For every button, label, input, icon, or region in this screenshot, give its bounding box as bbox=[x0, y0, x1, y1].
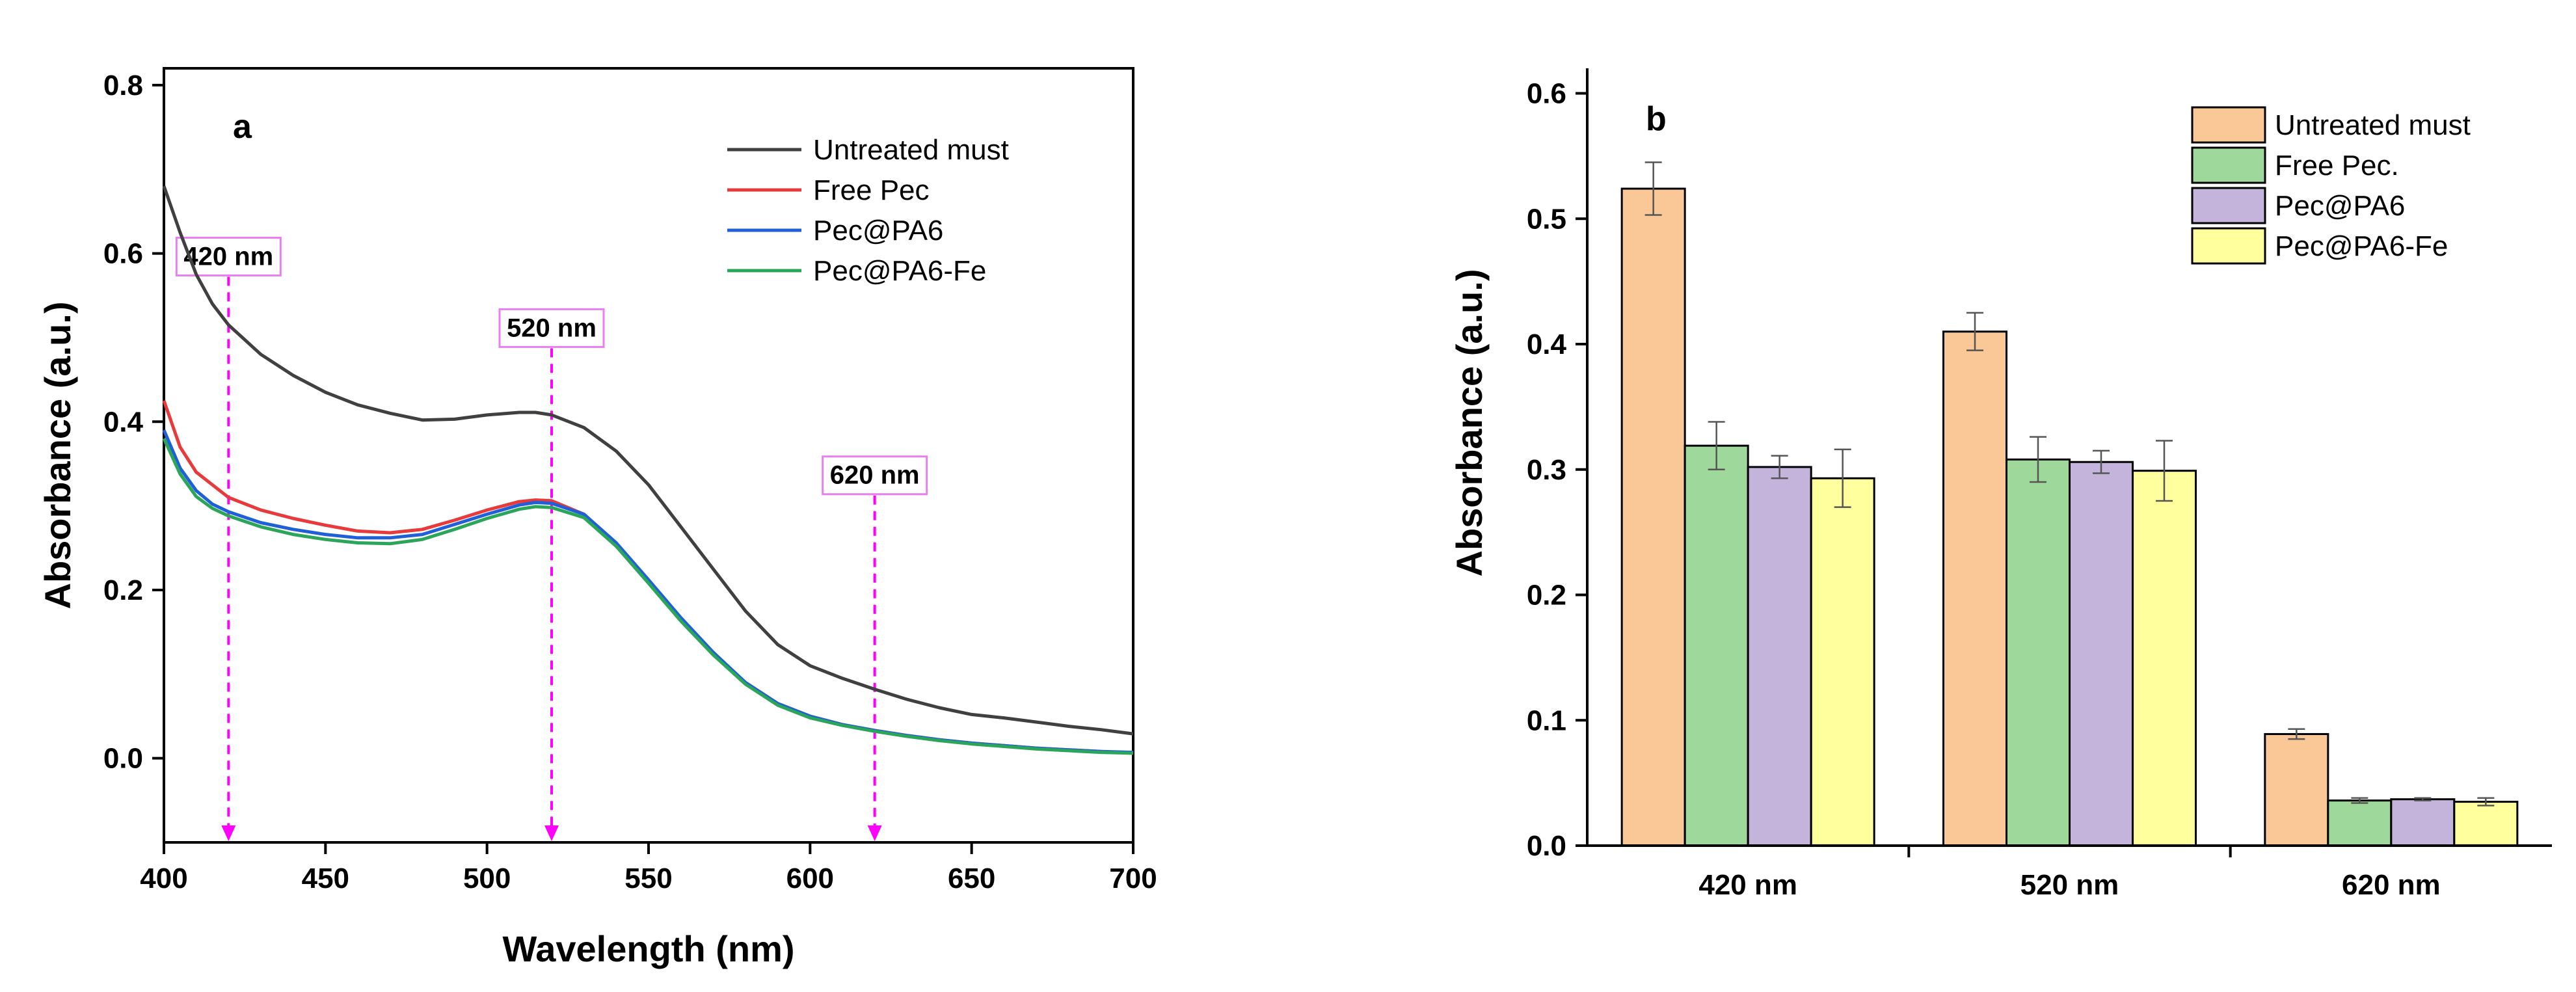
panel-b-y-tick-label: 0.0 bbox=[1527, 830, 1566, 862]
panel-b-legend: Untreated must Free Pec. Pec@PA6 Pec@PA6-Fe bbox=[2191, 106, 2471, 265]
annotation-arrowhead-icon bbox=[221, 825, 236, 841]
bar-pec-pa6-0 bbox=[1747, 466, 1812, 847]
panel-b-y-tick-label: 0.6 bbox=[1527, 78, 1566, 110]
panel-a-y-tick-label: 0.6 bbox=[103, 238, 143, 270]
series-line-pec-pa6 bbox=[162, 429, 1134, 755]
legend-label: Pec@PA6 bbox=[813, 215, 943, 247]
bar-pec-pa6-1 bbox=[2069, 461, 2134, 847]
panel-b-y-tick-label: 0.5 bbox=[1527, 203, 1566, 235]
panel-a-x-tick-label: 600 bbox=[786, 863, 834, 894]
series-line-pec-pa6-fe bbox=[162, 438, 1134, 755]
panel-a-series bbox=[162, 185, 1134, 755]
panel-a-y-tick-label: 0.8 bbox=[103, 70, 143, 101]
legend-label: Untreated must bbox=[813, 134, 1009, 166]
annotation-label: 420 nm bbox=[183, 242, 273, 271]
legend-label: Pec@PA6-Fe bbox=[813, 255, 986, 287]
legend-label: Pec@PA6-Fe bbox=[2275, 230, 2448, 262]
panel-b-y-tick-label: 0.4 bbox=[1527, 328, 1567, 360]
panel-a-legend: Untreated must Free Pec Pec@PA6 Pec@PA6-Fe bbox=[727, 134, 1009, 287]
panel-b-ticks: 0.0 0.1 0.2 0.3 0.4 0.5 0.6 420 nm 520 nm 620 nm bbox=[1527, 78, 2441, 901]
panel-a-y-tick-label: 0.2 bbox=[103, 574, 143, 606]
panel-a-y-tick-label: 0.0 bbox=[103, 743, 143, 775]
panel-a-ticks: 400 450 500 550 600 650 700 0.0 0.2 0.4 0.6 0.8 bbox=[103, 70, 1157, 894]
panel-a-line-chart: 400 450 500 550 600 650 700 0.0 0.2 0.4 0.6 0.8 420… bbox=[37, 67, 1157, 969]
legend-label: Free Pec. bbox=[2275, 150, 2399, 181]
legend-label: Pec@PA6 bbox=[2275, 190, 2405, 222]
panel-a-annotations: 420 nm 520 nm 620 nm bbox=[175, 236, 928, 841]
annotation-label-box bbox=[498, 308, 605, 348]
bar-free-pec--1 bbox=[2006, 458, 2071, 847]
legend-label: Untreated must bbox=[2275, 109, 2471, 141]
panel-b-bars bbox=[1620, 161, 2519, 847]
panel-a-x-tick-label: 700 bbox=[1109, 863, 1157, 894]
panel-b-y-tick-label: 0.2 bbox=[1527, 580, 1566, 611]
annotation-label: 620 nm bbox=[830, 461, 920, 490]
panel-a-x-axis-title: Wavelength (nm) bbox=[502, 928, 794, 969]
bar-pec-pa6-fe-1 bbox=[2132, 470, 2197, 847]
panel-a-y-axis-title: Absorbance (a.u.) bbox=[37, 302, 78, 610]
panel-b-label: b bbox=[1646, 100, 1667, 138]
panel-b-category-label: 520 nm bbox=[2020, 869, 2119, 901]
panel-a-x-tick-label: 500 bbox=[463, 863, 511, 894]
panel-b-y-tick-label: 0.1 bbox=[1527, 704, 1566, 736]
bar-pec-pa6-2 bbox=[2390, 798, 2456, 847]
legend-label: Free Pec bbox=[813, 174, 930, 206]
panel-a-x-tick-label: 650 bbox=[948, 863, 995, 894]
bar-untreated-must-2 bbox=[2264, 732, 2329, 847]
panel-a-x-tick-label: 550 bbox=[624, 863, 672, 894]
panel-a-y-tick-label: 0.4 bbox=[103, 406, 144, 438]
annotation-arrowhead-icon bbox=[867, 825, 882, 841]
panel-a-plot-frame bbox=[163, 67, 1134, 844]
bar-untreated-must-1 bbox=[1942, 330, 2007, 847]
panel-b-y-tick-label: 0.3 bbox=[1527, 454, 1566, 486]
legend-swatch bbox=[2191, 187, 2266, 224]
panel-a-x-tick-label: 450 bbox=[302, 863, 349, 894]
bar-free-pec--2 bbox=[2327, 799, 2393, 847]
panel-a-x-tick-label: 400 bbox=[140, 863, 187, 894]
panel-b-category-label: 420 nm bbox=[1698, 869, 1797, 901]
annotation-arrowhead-icon bbox=[544, 825, 559, 841]
legend-swatch bbox=[2191, 227, 2266, 265]
bar-pec-pa6-fe-2 bbox=[2453, 801, 2519, 847]
bar-pec-pa6-fe-0 bbox=[1810, 477, 1875, 847]
annotation-label-box bbox=[822, 455, 928, 496]
panel-a-label: a bbox=[233, 108, 252, 146]
legend-swatch bbox=[2191, 146, 2266, 184]
panel-b-y-axis-title: Absorbance (a.u.) bbox=[1449, 269, 1490, 577]
bar-untreated-must-0 bbox=[1620, 187, 1686, 847]
bar-free-pec--0 bbox=[1684, 444, 1749, 847]
panel-b-category-label: 620 nm bbox=[2342, 869, 2441, 901]
legend-swatch bbox=[2191, 106, 2266, 144]
series-line-untreated-must bbox=[162, 185, 1134, 736]
annotation-label: 520 nm bbox=[507, 314, 597, 342]
panel-b-axes bbox=[1586, 68, 2552, 847]
series-line-free-pec bbox=[162, 400, 1134, 755]
